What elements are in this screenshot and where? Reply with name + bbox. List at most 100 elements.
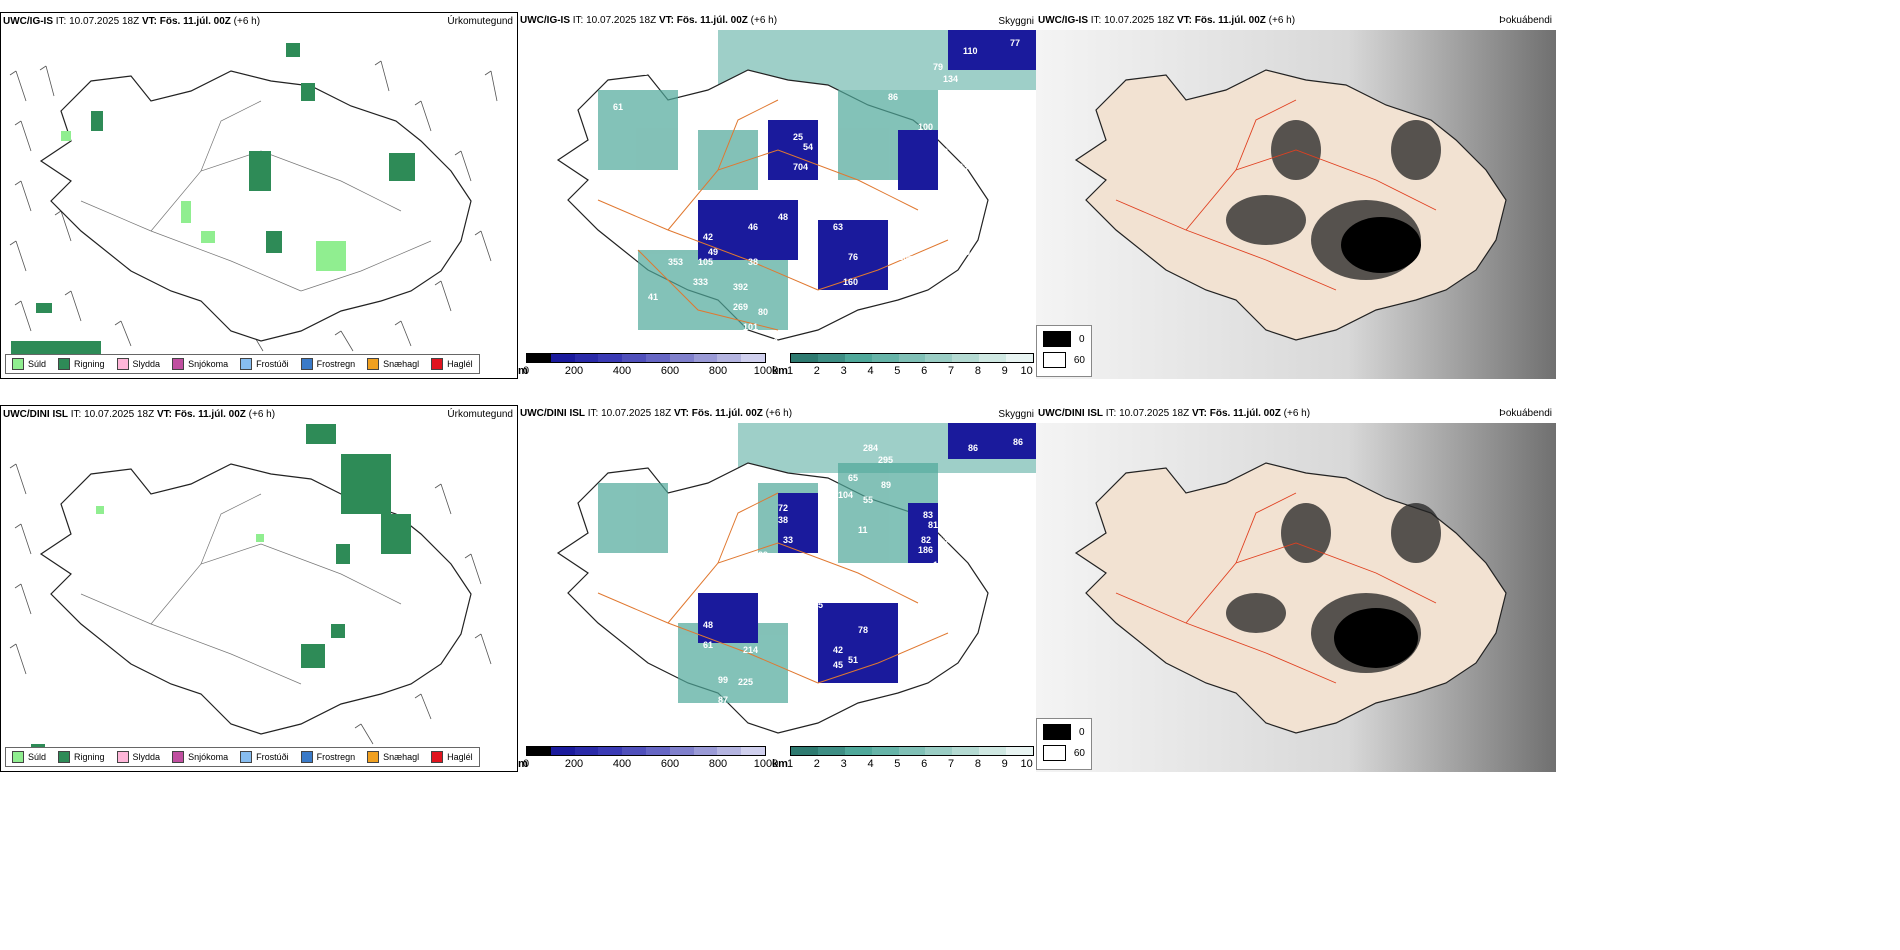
visibility-value-label: 167 [793, 267, 808, 277]
visibility-value-label: 105 [698, 257, 713, 267]
visibility-value-label: 81 [928, 520, 938, 530]
legend-swatch [367, 358, 380, 370]
visibility-value-label: 93 [923, 565, 933, 575]
fog-map [1036, 30, 1556, 379]
visibility-value-label: 69 [948, 625, 958, 635]
visibility-value-label: 60 [960, 247, 970, 257]
visibility-value-label: 33 [958, 162, 968, 172]
visibility-value-label: 54 [803, 142, 813, 152]
visibility-value-label: 45 [833, 660, 843, 670]
visibility-value-label: 76 [848, 252, 858, 262]
precip-type-panel-bottom: UWC/DINI ISL IT: 10.07.2025 18Z VT: Fös.… [0, 405, 518, 772]
roads [597, 99, 949, 331]
legend-item: Frostúði [240, 358, 289, 370]
legend-swatch [431, 358, 444, 370]
visibility-value-label: 704 [793, 162, 808, 172]
visibility-value-label: 41 [648, 292, 658, 302]
visibility-value-label: 38 [778, 515, 788, 525]
legend-item: Súld [12, 358, 46, 370]
visibility-colorbar: 1 2 3 4 5 6 7 8 9 10 [787, 353, 1034, 377]
visibility-value-label: 46 [748, 222, 758, 232]
visibility-value-label: 65 [848, 473, 858, 483]
visibility-value-label: 269 [733, 302, 748, 312]
visibility-value-label: 18 [763, 610, 773, 620]
visibility-value-label: 214 [743, 645, 758, 655]
visibility-value-label: 10 [768, 337, 778, 347]
visibility-value-label: 160 [843, 277, 858, 287]
visibility-value-label: 42 [938, 257, 948, 267]
visibility-value-label: 184 [743, 117, 758, 127]
visibility-value-label: 392 [733, 282, 748, 292]
visibility-value-label: 333 [693, 277, 708, 287]
visibility-value-label: 11 [858, 525, 868, 535]
visibility-value-label: 29 [758, 550, 768, 560]
visibility-value-label: 146 [933, 560, 948, 570]
legend-item: Rigning [58, 358, 105, 370]
panel-title: UWC/IG-IS IT: 10.07.2025 18Z VT: Fös. 11… [1038, 15, 1296, 26]
visibility-value-label: 63 [833, 222, 843, 232]
legend-item: Snæhagl [367, 358, 419, 370]
visibility-value-label: 77 [1010, 38, 1020, 48]
visibility-value-label: 51 [848, 655, 858, 665]
fog-legend: 0 60 [1036, 325, 1092, 377]
visibility-value-label: 39 [818, 212, 828, 222]
legend-item: Haglél [431, 358, 473, 370]
visibility-value-label: 101 [743, 322, 758, 332]
visibility-value-label: 86 [888, 92, 898, 102]
legend-swatch [58, 358, 71, 370]
visibility-value-label: 302 [578, 585, 593, 595]
precip-map [9, 424, 492, 754]
visibility-value-label: 33 [783, 535, 793, 545]
fog-legend: 0 60 [1036, 718, 1092, 770]
visibility-value-label: 79 [933, 62, 943, 72]
precip-legend: Súld Rigning Slydda Snjókoma Frostúði Fr… [5, 354, 480, 374]
visibility-value-label: 86 [968, 443, 978, 453]
visibility-panel-top: UWC/IG-IS IT: 10.07.2025 18Z VT: Fös. 11… [518, 12, 1036, 379]
panel-title: UWC/IG-IS IT: 10.07.2025 18Z VT: Fös. 11… [520, 15, 778, 26]
visibility-value-label: 186 [918, 545, 933, 555]
visibility-value-label: 78 [858, 625, 868, 635]
visibility-value-label: 16 [638, 67, 648, 77]
visibility-value-label: 61 [613, 102, 623, 112]
visibility-colorbar: 1 2 3 4 5 6 7 8 9 10 [787, 746, 1034, 770]
legend-item: Snjókoma [172, 358, 228, 370]
visibility-value-label: 353 [668, 257, 683, 267]
precip-type-panel-top: UWC/IG-IS IT: 10.07.2025 18Z VT: Fös. 11… [0, 12, 518, 379]
panel-title: UWC/DINI ISL IT: 10.07.2025 18Z VT: Fös.… [520, 408, 793, 419]
visibility-value-label: 225 [738, 677, 753, 687]
visibility-value-label: 86 [1013, 437, 1023, 447]
panel-title: UWC/DINI ISL IT: 10.07.2025 18Z VT: Fös.… [1038, 408, 1311, 419]
fog-index-panel-top: UWC/IG-IS IT: 10.07.2025 18Z VT: Fös. 11… [1036, 12, 1556, 379]
visibility-value-label: 66 [803, 334, 813, 344]
visibility-value-label: 87 [718, 695, 728, 705]
visibility-value-label: 72 [778, 503, 788, 513]
panel-title: UWC/DINI ISL IT: 10.07.2025 18Z VT: Fös.… [3, 409, 276, 420]
visibility-value-label: 176 [998, 530, 1013, 540]
visibility-value-label: 42 [703, 232, 713, 242]
visibility-value-label: 42 [833, 645, 843, 655]
ceiling-unit: m [518, 758, 528, 770]
legend-swatch [12, 358, 24, 370]
legend-swatch-black [1043, 331, 1071, 347]
visibility-unit: km [772, 758, 788, 770]
visibility-value-label: 85 [988, 147, 998, 157]
precip-legend: Súld Rigning Slydda Snjókoma Frostúði Fr… [5, 747, 480, 767]
panel-name: Þokuábendi [1499, 15, 1552, 26]
visibility-value-label: 110 [963, 46, 978, 56]
drizzle-areas [61, 131, 346, 271]
visibility-value-label: 100 [918, 122, 933, 132]
rain-areas [11, 43, 415, 355]
panel-name: Úrkomutegund [447, 16, 513, 27]
visibility-value-label: 82 [921, 535, 931, 545]
visibility-value-label: 48 [778, 212, 788, 222]
visibility-value-label: 295 [878, 455, 893, 465]
fog-index-panel-bottom: UWC/DINI ISL IT: 10.07.2025 18Z VT: Fös.… [1036, 405, 1556, 772]
visibility-value-label: 80 [758, 307, 768, 317]
ceiling-colorbar: 0 200 400 600 800 1000 [523, 746, 778, 770]
visibility-value-label: 61 [703, 640, 713, 650]
visibility-value-label: 222 [658, 197, 673, 207]
visibility-value-label: 23 [783, 112, 793, 122]
precip-map [9, 43, 498, 355]
iceland-outline [39, 463, 472, 735]
